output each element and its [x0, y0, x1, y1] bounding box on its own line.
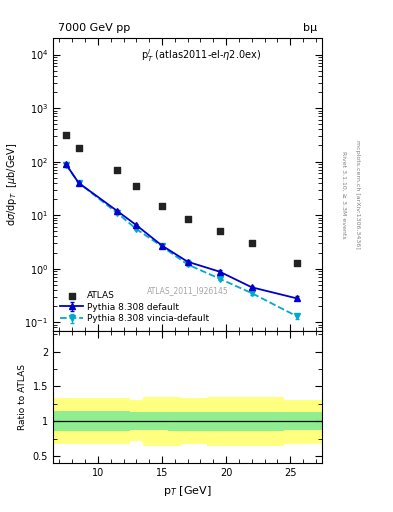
Text: ATLAS_2011_I926145: ATLAS_2011_I926145: [147, 287, 229, 295]
ATLAS: [75, 144, 82, 152]
ATLAS: [63, 131, 69, 139]
Legend: ATLAS, Pythia 8.308 default, Pythia 8.308 vincia-default: ATLAS, Pythia 8.308 default, Pythia 8.30…: [57, 288, 212, 326]
Text: bµ: bµ: [303, 23, 317, 33]
Text: Rivet 3.1.10, ≥ 3.3M events: Rivet 3.1.10, ≥ 3.3M events: [342, 151, 346, 239]
ATLAS: [185, 215, 191, 223]
Text: mcplots.cern.ch [arXiv:1306.3436]: mcplots.cern.ch [arXiv:1306.3436]: [355, 140, 360, 249]
Y-axis label: d$\sigma$/dp$_T$  [$\mu$b/GeV]: d$\sigma$/dp$_T$ [$\mu$b/GeV]: [5, 143, 19, 226]
ATLAS: [133, 182, 140, 190]
ATLAS: [159, 202, 165, 210]
ATLAS: [249, 239, 255, 247]
Text: p$^l_T$ (atlas2011-el-$\eta$2.0ex): p$^l_T$ (atlas2011-el-$\eta$2.0ex): [141, 47, 261, 64]
Text: 7000 GeV pp: 7000 GeV pp: [59, 23, 131, 33]
Y-axis label: Ratio to ATLAS: Ratio to ATLAS: [18, 364, 27, 430]
ATLAS: [294, 259, 300, 267]
ATLAS: [114, 166, 120, 174]
X-axis label: p$_T$ [GeV]: p$_T$ [GeV]: [163, 484, 212, 498]
ATLAS: [217, 227, 223, 236]
